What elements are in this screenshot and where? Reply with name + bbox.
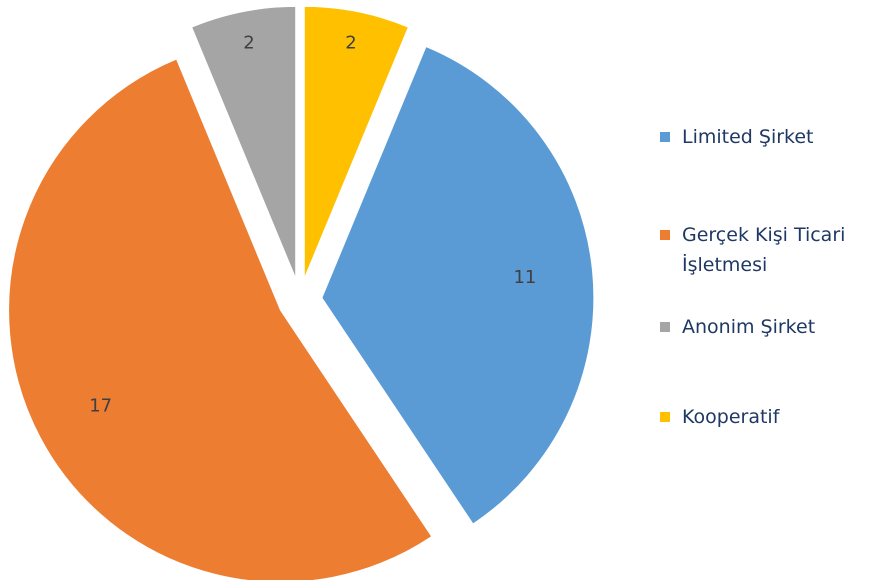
legend-swatch [660, 230, 670, 240]
pie-area: 11 17 2 2 [8, 5, 595, 580]
data-label: 2 [243, 33, 254, 54]
legend-item: Anonim Şirket [660, 312, 880, 342]
legend-label: Kooperatif [682, 406, 780, 428]
legend-swatch [660, 412, 670, 422]
data-label: 11 [513, 267, 536, 288]
legend-label: Limited Şirket [682, 126, 814, 148]
pie-slice [190, 5, 297, 279]
legend-swatch [660, 132, 670, 142]
legend-label: Gerçek Kişi Ticari İşletmesi [682, 224, 846, 276]
legend-swatch [660, 322, 670, 332]
pie-slice [303, 5, 410, 279]
legend-item: Kooperatif [660, 402, 880, 432]
pie-slice [8, 58, 433, 580]
pie-slice [321, 45, 595, 525]
data-label: 2 [345, 33, 356, 54]
legend-item: Gerçek Kişi Ticari İşletmesi [660, 220, 880, 280]
data-label: 17 [89, 396, 112, 417]
legend-label: Anonim Şirket [682, 316, 816, 338]
legend-item: Limited Şirket [660, 122, 880, 152]
